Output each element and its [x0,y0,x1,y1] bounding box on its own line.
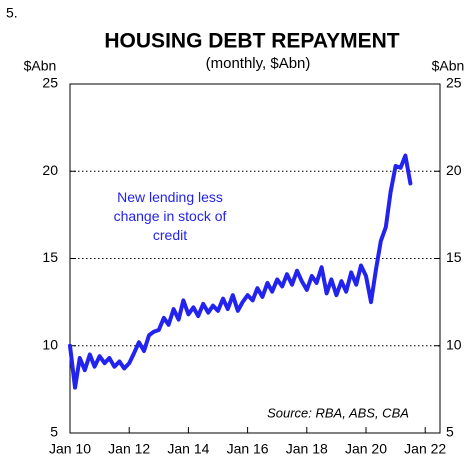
y-axis-label: $Abn [24,58,57,74]
x-tick-label: Jan 16 [227,441,269,457]
annotation-line: credit [153,227,187,243]
annotation: New lending less change in stock of credit [114,189,227,243]
annotation-line: New lending less [117,189,223,205]
y-tick-label: 15 [42,249,58,265]
y2-tick-label: 20 [446,162,462,178]
y-tick-label: 25 [42,75,58,91]
y-tick-label: 5 [50,424,58,440]
y2-tick-label: 15 [446,249,462,265]
source-note: Source: RBA, ABS, CBA [267,405,409,420]
x-tick-label: Jan 22 [404,441,446,457]
y2-tick-label: 25 [446,75,462,91]
x-tick-label: Jan 10 [49,441,91,457]
y-tick-label: 10 [42,336,58,352]
x-tick-label: Jan 18 [286,441,328,457]
x-tick-label: Jan 14 [167,441,209,457]
y2-tick-label: 10 [446,336,462,352]
y2-tick-label: 5 [446,424,454,440]
x-tick-label: Jan 12 [108,441,150,457]
chart-title: HOUSING DEBT REPAYMENT [104,30,399,53]
chart-subtitle: (monthly, $Abn) [206,55,311,72]
plot-frame [69,83,441,434]
y-tick-label: 20 [42,162,58,178]
annotation-line: change in stock of [114,208,227,224]
x-tick-label: Jan 20 [345,441,387,457]
figure-number: 5. [6,5,18,21]
data-line [68,153,413,390]
y2-axis-label: $Abn [432,58,465,74]
